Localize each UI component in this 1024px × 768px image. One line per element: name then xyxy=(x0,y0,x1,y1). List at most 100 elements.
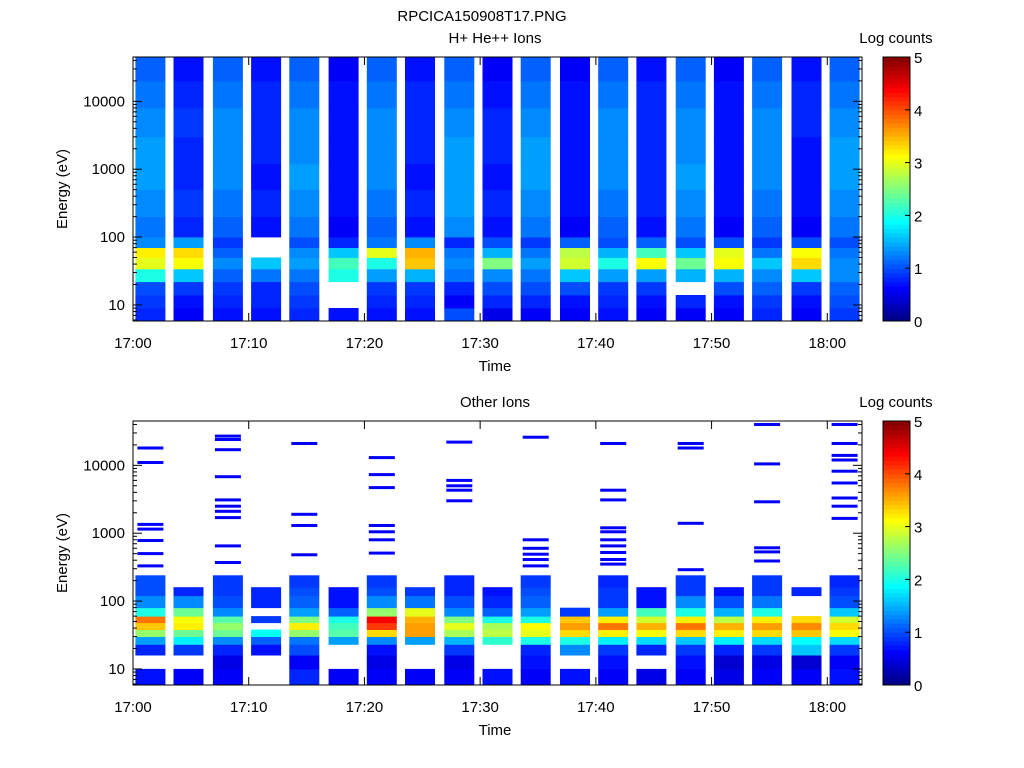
heatmap-cell xyxy=(752,107,783,138)
heatmap-cell xyxy=(212,629,243,637)
heatmap-cell xyxy=(482,57,513,82)
heatmap-cell xyxy=(829,575,860,588)
colorbar-tick-label: 2 xyxy=(914,208,922,225)
heatmap-cell xyxy=(366,607,397,617)
heatmap-cell xyxy=(752,237,783,248)
heatmap-cell xyxy=(560,629,590,637)
heatmap-cell xyxy=(405,189,435,217)
heatmap-cell xyxy=(328,636,359,645)
heatmap-cell xyxy=(251,595,282,609)
heatmap-cell xyxy=(713,80,744,109)
x-tick-label: 17:40 xyxy=(577,335,615,352)
heatmap-cell xyxy=(636,136,667,165)
trace-line xyxy=(214,498,241,502)
colorbar-segment xyxy=(883,303,910,309)
heatmap-cell xyxy=(829,57,860,82)
colorbar-segment xyxy=(883,206,910,212)
heatmap-cell xyxy=(752,616,783,624)
heatmap-cell xyxy=(560,57,590,82)
heatmap-cell xyxy=(173,636,204,645)
heatmap-cell xyxy=(173,308,204,322)
plot-frame xyxy=(132,420,863,686)
heatmap-cell xyxy=(289,281,320,296)
heatmap-cell xyxy=(289,107,320,138)
heatmap-cell xyxy=(675,575,706,588)
trace-line xyxy=(368,524,395,527)
heatmap-cell xyxy=(212,281,243,296)
trace-line xyxy=(831,453,858,457)
heatmap-cell xyxy=(212,57,243,82)
heatmap-cell xyxy=(173,189,204,217)
colorbar-segment xyxy=(883,579,910,585)
heatmap-cell xyxy=(328,668,359,686)
trace-line xyxy=(368,551,395,555)
colorbar-segment xyxy=(883,281,910,287)
trace-line xyxy=(522,546,549,550)
heatmap-cell xyxy=(829,644,860,656)
trace-line xyxy=(214,438,241,441)
heatmap-cell xyxy=(636,668,667,686)
heatmap-cell xyxy=(713,247,744,258)
colorbar-segment xyxy=(883,145,910,150)
heatmap-cell xyxy=(366,575,397,588)
heatmap-cell xyxy=(405,308,435,322)
heatmap-cell xyxy=(713,281,744,296)
trace-line xyxy=(368,486,395,490)
heatmap-cell xyxy=(212,308,243,322)
trace-line xyxy=(522,538,549,542)
colorbar-segment xyxy=(883,114,910,120)
heatmap-cell xyxy=(752,268,783,283)
trace-line xyxy=(291,442,318,445)
heatmap-cell xyxy=(328,616,359,624)
heatmap-cell xyxy=(636,281,667,296)
heatmap-cell xyxy=(405,80,435,109)
heatmap-cell xyxy=(713,237,744,248)
heatmap-cell xyxy=(829,607,860,617)
heatmap-cell xyxy=(366,216,397,238)
heatmap-cell xyxy=(405,163,435,190)
heatmap-cell xyxy=(444,189,475,217)
heatmap-cell xyxy=(135,237,166,248)
colorbar-segment xyxy=(883,312,910,318)
colorbar-segment xyxy=(883,601,910,607)
heatmap-cell xyxy=(482,107,513,138)
heatmap-cell xyxy=(135,189,166,217)
heatmap-cell xyxy=(675,268,706,283)
heatmap-cell xyxy=(173,616,204,624)
heatmap-cell xyxy=(791,107,822,138)
heatmap-cell xyxy=(366,629,397,637)
heatmap-cell xyxy=(212,644,243,656)
heatmap-cell xyxy=(328,247,359,258)
y-tick-label: 10000 xyxy=(83,93,125,110)
heatmap-cell xyxy=(520,644,551,656)
heatmap-cell xyxy=(560,80,590,109)
x-axis-label: Time xyxy=(479,722,512,739)
colorbar-segment xyxy=(883,667,910,673)
heatmap-cell xyxy=(636,616,667,624)
panel-h-he-ions: H+ He++ Ions Log counts Time Energy (eV)… xyxy=(54,30,933,375)
heatmap-cell xyxy=(675,107,706,138)
heatmap-cell xyxy=(366,57,397,82)
heatmap-cell xyxy=(366,247,397,258)
colorbar-segment xyxy=(883,127,910,133)
heatmap-cell xyxy=(366,80,397,109)
y-tick-label: 1000 xyxy=(92,525,125,542)
heatmap-cell xyxy=(829,308,860,322)
heatmap-cell xyxy=(366,237,397,248)
heatmap-cell xyxy=(598,629,629,637)
heatmap-cell xyxy=(791,587,822,597)
trace-line xyxy=(368,530,395,534)
colorbar-segment xyxy=(883,425,910,431)
heatmap-cell xyxy=(675,636,706,645)
heatmap-cell xyxy=(598,257,629,270)
heatmap-cell xyxy=(405,107,435,138)
trace-line xyxy=(214,475,241,479)
heatmap-cell xyxy=(829,80,860,109)
heatmap-cell xyxy=(520,281,551,296)
heatmap-cell xyxy=(791,257,822,270)
x-tick-label: 17:20 xyxy=(346,335,384,352)
heatmap-cell xyxy=(829,281,860,296)
heatmap-cell xyxy=(752,247,783,258)
heatmap-cell xyxy=(444,257,475,270)
